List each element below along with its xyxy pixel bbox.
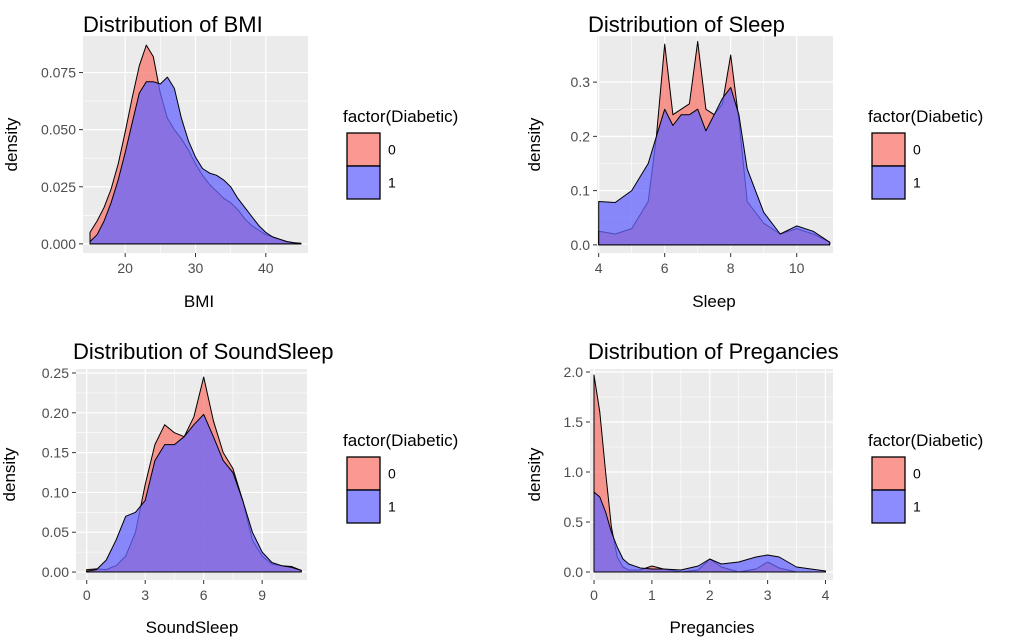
y-tick-label: 0.00 [42,564,69,580]
chart-title: Distribution of Sleep [588,12,785,37]
y-axis-title: density [0,447,19,501]
y-tick-label: 0.2 [571,128,591,144]
y-tick-label: 0.000 [41,236,76,252]
x-tick-label: 1 [648,587,656,603]
x-tick-label: 9 [258,587,266,603]
chart-title: Distribution of BMI [83,12,263,37]
y-tick-label: 1.0 [564,464,584,480]
chart-panel-1: 20 30 40 0.000 0.025 0.050 0.075 Distribution o… [2,12,458,311]
chart-title: Distribution of SoundSleep [73,339,334,364]
legend-key-0 [871,132,906,167]
y-tick-label: 0.075 [41,65,76,81]
y-tick-label: 0.05 [42,524,69,540]
legend: factor(Diabetic) 0 1 [343,431,458,524]
x-tick-label: 4 [595,260,603,276]
x-axis-title: Pregancies [669,618,754,637]
legend-label-0: 0 [913,466,921,482]
y-tick-label: 0.10 [42,484,69,500]
x-tick-label: 6 [661,260,669,276]
legend-key-0 [346,132,381,167]
x-axis-title: SoundSleep [146,618,239,637]
x-axis-title: BMI [184,292,214,311]
legend-label-1: 1 [388,499,396,515]
legend-title: factor(Diabetic) [868,431,983,450]
density-area-diabetic-1 [593,491,826,573]
x-tick-label: 3 [764,587,772,603]
x-tick-label: 40 [258,260,274,276]
x-tick-label: 4 [822,587,830,603]
legend-title: factor(Diabetic) [343,431,458,450]
legend-key-1 [346,165,381,200]
y-tick-label: 0.3 [571,74,591,90]
legend: factor(Diabetic) 0 1 [868,107,983,200]
x-axis-title: Sleep [692,292,735,311]
chart-title: Distribution of Pregancies [588,339,839,364]
y-tick-label: 0.20 [42,405,69,421]
x-tick-label: 10 [789,260,805,276]
density-area-diabetic-1 [598,87,831,246]
legend-key-1 [871,165,906,200]
y-tick-label: 0.5 [564,514,584,530]
y-tick-label: 0.025 [41,179,76,195]
x-tick-label: 30 [188,260,204,276]
y-tick-label: 0.0 [564,564,584,580]
x-tick-label: 2 [706,587,714,603]
legend-title: factor(Diabetic) [343,107,458,126]
x-tick-label: 20 [117,260,133,276]
legend-key-0 [346,456,381,491]
x-tick-label: 0 [590,587,598,603]
y-axis-title: density [525,447,544,501]
x-tick-label: 6 [200,587,208,603]
density-area-diabetic-1 [89,76,302,245]
y-tick-label: 1.5 [564,414,584,430]
legend-key-0 [871,456,906,491]
y-tick-label: 0.0 [571,237,591,253]
legend-key-1 [871,489,906,524]
legend-title: factor(Diabetic) [868,107,983,126]
y-axis-title: density [525,117,544,171]
x-tick-label: 0 [83,587,91,603]
legend-label-1: 1 [913,499,921,515]
y-tick-label: 0.25 [42,365,69,381]
y-tick-label: 2.0 [564,364,584,380]
legend-label-1: 1 [913,175,921,191]
legend-label-1: 1 [388,175,396,191]
y-tick-label: 0.1 [571,183,591,199]
y-tick-label: 0.15 [42,445,69,461]
legend-key-1 [346,489,381,524]
legend-label-0: 0 [913,142,921,158]
chart-panel-3: 0 3 6 9 0.00 0.05 0.10 0.15 0.20 0.25Distribution… [0,339,458,637]
legend-label-0: 0 [388,466,396,482]
legend: factor(Diabetic) 0 1 [868,431,983,524]
plot-panel [590,369,833,580]
y-tick-label: 0.050 [41,122,76,138]
x-tick-label: 8 [727,260,735,276]
x-tick-label: 3 [141,587,149,603]
density-area-diabetic-1 [86,413,302,573]
y-axis-title: density [2,117,21,171]
legend: factor(Diabetic) 0 1 [343,107,458,200]
legend-label-0: 0 [388,142,396,158]
